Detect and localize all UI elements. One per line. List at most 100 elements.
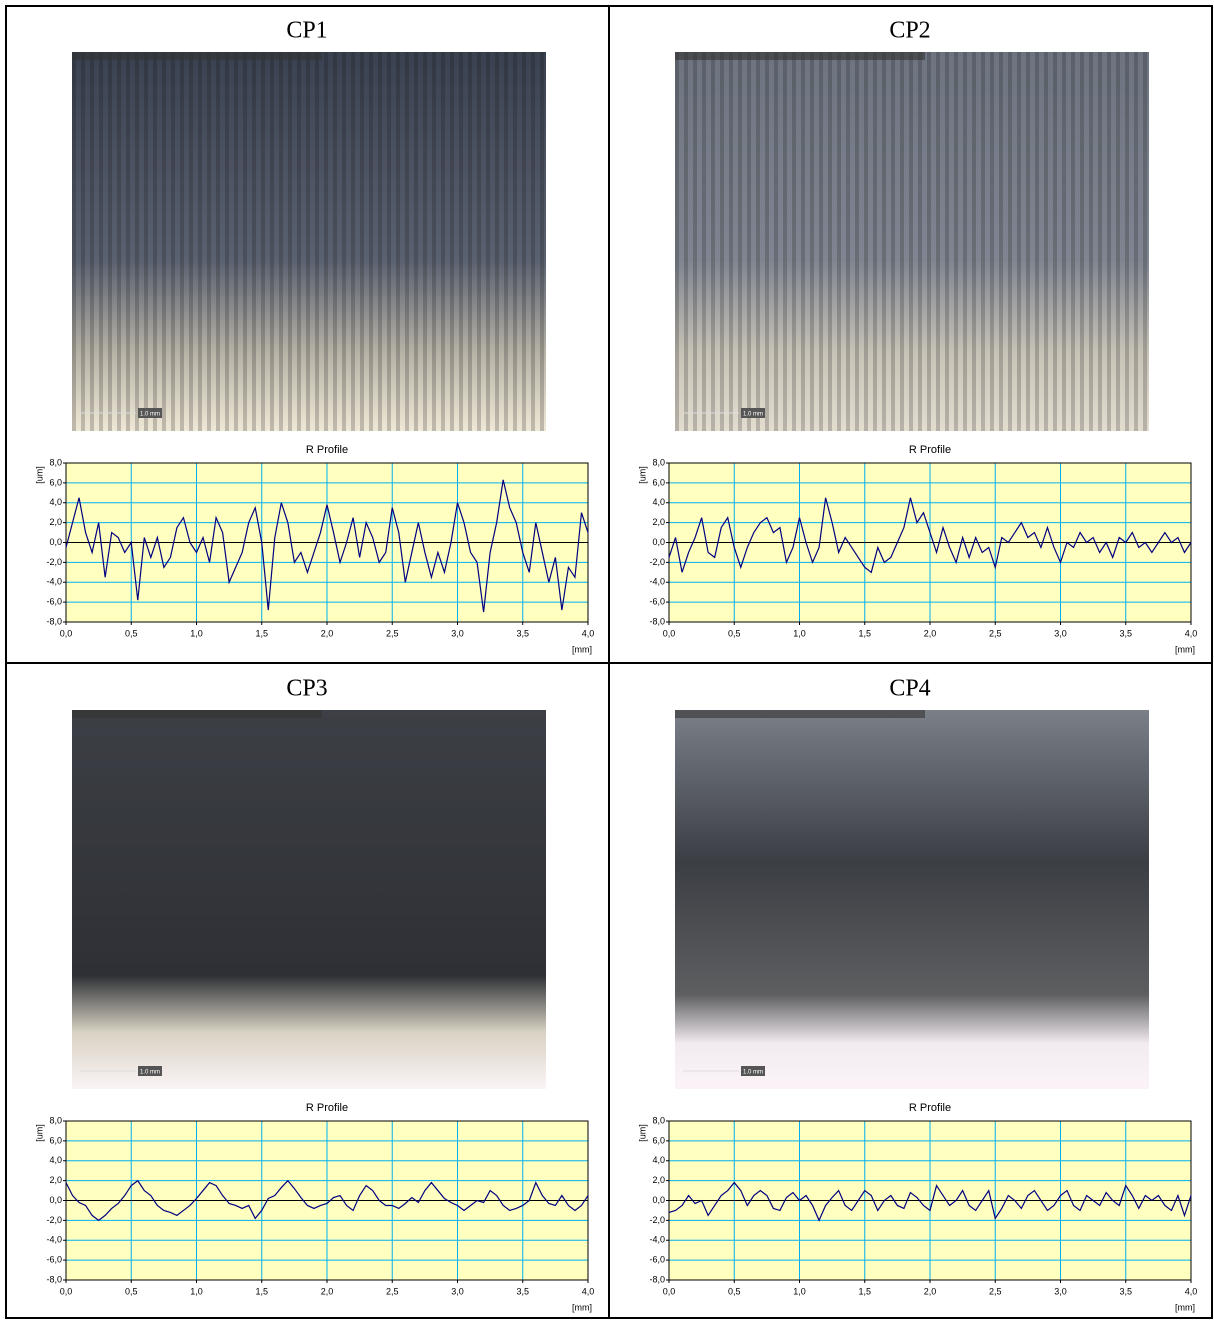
y-tick-label: -6,0 [46,1255,62,1265]
image-header [675,52,925,60]
y-tick-label: -2,0 [649,557,665,567]
x-axis-label: [mm] [1175,644,1195,654]
scale-bar-box [741,408,765,418]
y-tick-label: -8,0 [649,1274,665,1284]
x-tick-label: 2,0 [321,1286,334,1296]
x-tick-label: 1,5 [858,628,871,638]
y-tick-label: 0,0 [652,537,665,547]
y-axis-label: [um] [34,466,44,484]
panel-label: CP2 [889,18,930,44]
y-tick-label: -8,0 [46,1274,62,1284]
x-tick-label: 0,0 [663,628,676,638]
x-tick-label: 3,5 [1119,1286,1132,1296]
x-tick-label: 2,5 [989,628,1002,638]
y-tick-label: 2,0 [49,1175,62,1185]
x-tick-label: 1,5 [255,628,268,638]
y-tick-label: 4,0 [652,497,665,507]
y-tick-label: -8,0 [649,616,665,626]
y-tick-label: 8,0 [49,1115,62,1125]
y-tick-label: -6,0 [649,1255,665,1265]
x-tick-label: 0,5 [125,1286,138,1296]
micrograph [675,710,1149,1089]
y-tick-label: -4,0 [46,1235,62,1245]
y-tick-label: -6,0 [649,597,665,607]
x-tick-label: 1,5 [858,1286,871,1296]
x-axis-label: [mm] [572,644,592,654]
profile-line [65,479,589,613]
y-tick-label: 8,0 [49,457,62,467]
plot-frame [65,462,589,623]
y-tick-label: -8,0 [46,616,62,626]
panel-label: CP1 [286,18,327,44]
micrograph-texture [675,52,1149,431]
x-tick-label: 0,5 [728,628,741,638]
profile-line [668,497,1192,574]
profile-line [65,1179,589,1222]
x-tick-label: 4,0 [582,628,595,638]
scale-bar-box [741,1066,765,1076]
x-tick-label: 2,0 [321,628,334,638]
scale-bar-label: 1.0 mm [743,1070,763,1076]
y-tick-label: -6,0 [46,597,62,607]
x-tick-label: 0,0 [60,1286,73,1296]
chart-title: R Profile [306,444,348,456]
x-axis-label: [mm] [572,1302,592,1312]
y-tick-label: 6,0 [652,1135,665,1145]
y-tick-label: 2,0 [49,517,62,527]
scale-bar-label: 1.0 mm [140,1070,160,1076]
chart-title: R Profile [306,1102,348,1114]
y-tick-label: 6,0 [652,477,665,487]
x-tick-label: 3,5 [1119,628,1132,638]
scale-bar-label: 1.0 mm [140,412,160,418]
micrograph-texture [72,52,546,431]
x-tick-label: 1,0 [190,628,203,638]
y-tick-label: 8,0 [652,457,665,467]
x-tick-label: 1,0 [793,628,806,638]
y-tick-label: 2,0 [652,517,665,527]
x-tick-label: 1,0 [793,1286,806,1296]
x-tick-label: 1,0 [190,1286,203,1296]
y-tick-label: 4,0 [652,1155,665,1165]
x-tick-label: 2,5 [386,1286,399,1296]
y-axis-label: [um] [637,466,647,484]
y-tick-label: 6,0 [49,1135,62,1145]
x-tick-label: 2,5 [386,628,399,638]
x-tick-label: 0,0 [663,1286,676,1296]
x-tick-label: 0,5 [728,1286,741,1296]
y-tick-label: 2,0 [652,1175,665,1185]
x-tick-label: 4,0 [1185,628,1198,638]
image-header [72,710,322,718]
plot-frame [668,1120,1192,1281]
x-tick-label: 3,0 [1054,628,1067,638]
x-tick-label: 2,0 [924,628,937,638]
x-tick-label: 3,5 [516,1286,529,1296]
y-tick-label: 4,0 [49,497,62,507]
x-tick-label: 3,5 [516,628,529,638]
x-tick-label: 3,0 [451,1286,464,1296]
image-header [675,710,925,718]
y-tick-label: -2,0 [46,1215,62,1225]
y-tick-label: -4,0 [649,577,665,587]
x-tick-label: 2,0 [924,1286,937,1296]
chart-title: R Profile [909,444,951,456]
x-tick-label: 3,0 [1054,1286,1067,1296]
chart-title: R Profile [909,1102,951,1114]
x-tick-label: 1,5 [255,1286,268,1296]
x-tick-label: 4,0 [582,1286,595,1296]
x-tick-label: 2,5 [989,1286,1002,1296]
y-tick-label: 8,0 [652,1115,665,1125]
y-tick-label: 4,0 [49,1155,62,1165]
x-tick-label: 0,0 [60,628,73,638]
y-axis-label: [um] [637,1124,647,1142]
plot-frame [65,1120,589,1281]
micrograph [72,710,546,1089]
y-tick-label: -2,0 [46,557,62,567]
y-tick-label: 0,0 [49,1195,62,1205]
y-tick-label: -4,0 [46,577,62,587]
image-header [72,52,322,60]
y-tick-label: 6,0 [49,477,62,487]
scale-bar-box [138,1066,162,1076]
y-tick-label: 0,0 [49,537,62,547]
